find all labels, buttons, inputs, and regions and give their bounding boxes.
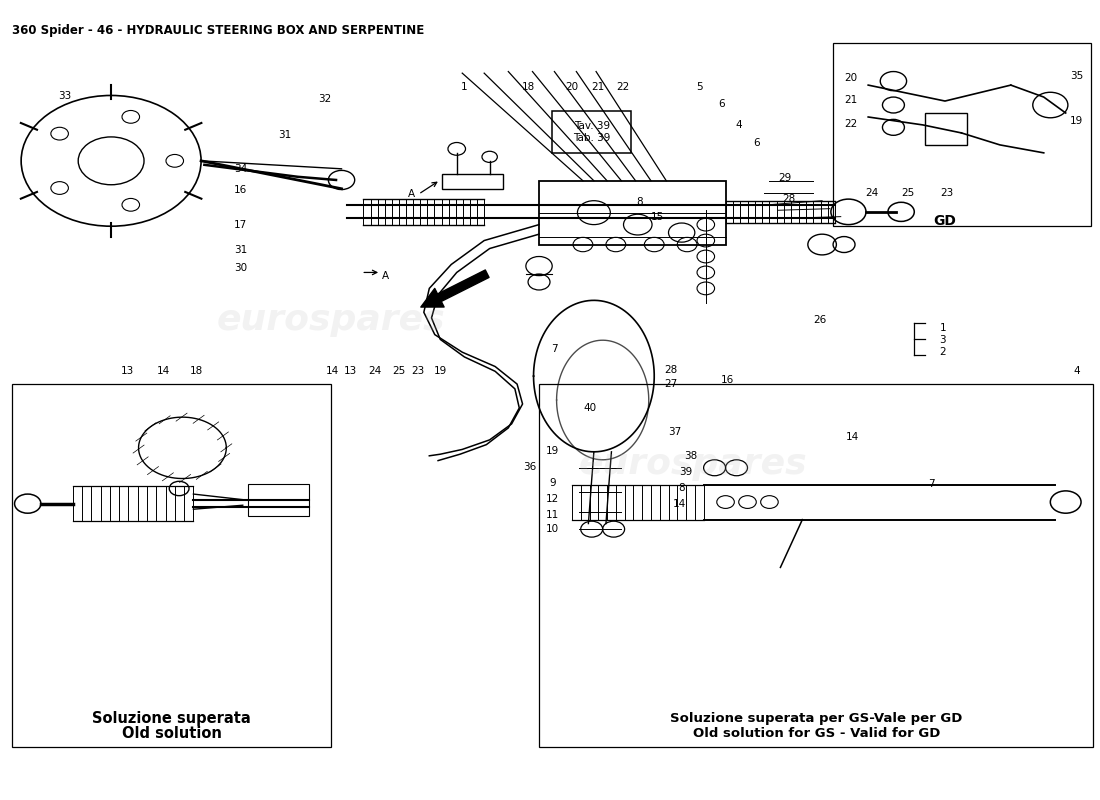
Text: 22: 22 <box>844 119 857 129</box>
Text: 4: 4 <box>736 120 743 130</box>
Text: 14: 14 <box>326 366 340 375</box>
Text: 19: 19 <box>546 446 559 456</box>
Text: 11: 11 <box>546 510 559 520</box>
Text: 37: 37 <box>669 427 682 437</box>
Text: 14: 14 <box>157 366 170 375</box>
Text: 9: 9 <box>549 478 556 488</box>
Text: Soluzione superata per GS-Vale per GD: Soluzione superata per GS-Vale per GD <box>670 712 962 726</box>
Text: 19: 19 <box>1070 116 1084 126</box>
Text: 6: 6 <box>754 138 760 148</box>
Text: 24: 24 <box>367 366 381 375</box>
Text: A: A <box>408 190 416 199</box>
Text: eurospares: eurospares <box>217 303 444 338</box>
Text: 16: 16 <box>722 375 735 385</box>
Text: 16: 16 <box>234 185 248 194</box>
Text: 25: 25 <box>901 188 914 198</box>
Text: 22: 22 <box>616 82 629 92</box>
Text: 20: 20 <box>565 82 579 92</box>
Text: 36: 36 <box>524 462 537 472</box>
Text: 35: 35 <box>1070 71 1084 82</box>
Text: 360 Spider - 46 - HYDRAULIC STEERING BOX AND SERPENTINE: 360 Spider - 46 - HYDRAULIC STEERING BOX… <box>12 24 425 37</box>
Text: 1: 1 <box>939 323 946 334</box>
Text: 15: 15 <box>651 212 664 222</box>
Text: 28: 28 <box>782 194 795 204</box>
Text: 6: 6 <box>718 99 725 110</box>
Text: 8: 8 <box>637 198 644 207</box>
Text: 23: 23 <box>940 188 954 198</box>
Text: 5: 5 <box>696 82 703 92</box>
Text: 31: 31 <box>234 245 248 255</box>
Text: 24: 24 <box>865 188 878 198</box>
Text: 23: 23 <box>411 366 425 375</box>
Text: 18: 18 <box>190 366 204 375</box>
Text: 17: 17 <box>234 220 248 230</box>
Text: 28: 28 <box>664 365 678 374</box>
Text: A: A <box>382 271 389 282</box>
Text: Soluzione superata: Soluzione superata <box>92 711 251 726</box>
Text: Old solution for GS - Valid for GD: Old solution for GS - Valid for GD <box>693 726 940 740</box>
Text: Old solution: Old solution <box>121 726 221 741</box>
Text: 29: 29 <box>778 174 791 183</box>
Text: 2: 2 <box>939 347 946 357</box>
Text: 31: 31 <box>278 130 292 139</box>
Text: 21: 21 <box>592 82 605 92</box>
Text: 10: 10 <box>546 524 559 534</box>
Text: 18: 18 <box>521 82 535 92</box>
Text: 1: 1 <box>461 82 468 92</box>
Text: 27: 27 <box>664 379 678 389</box>
Text: 14: 14 <box>846 433 859 442</box>
Text: 12: 12 <box>546 494 559 504</box>
FancyBboxPatch shape <box>539 181 726 245</box>
Text: 25: 25 <box>392 366 405 375</box>
Text: 13: 13 <box>343 366 356 375</box>
Text: 8: 8 <box>679 482 685 493</box>
Text: 7: 7 <box>551 344 558 354</box>
Text: 21: 21 <box>844 95 857 106</box>
Text: 13: 13 <box>121 366 134 375</box>
Text: GD: GD <box>934 214 956 228</box>
Text: 33: 33 <box>58 91 72 102</box>
Text: 26: 26 <box>813 315 826 326</box>
Text: 30: 30 <box>234 263 248 274</box>
Text: 14: 14 <box>673 498 686 509</box>
Text: 19: 19 <box>433 366 447 375</box>
Text: 20: 20 <box>844 73 857 83</box>
Text: 34: 34 <box>234 164 248 174</box>
Text: 4: 4 <box>1074 366 1080 375</box>
Text: 38: 38 <box>684 451 697 461</box>
Text: Tav. 39
Tab. 39: Tav. 39 Tab. 39 <box>573 122 610 143</box>
Text: 39: 39 <box>680 466 693 477</box>
Text: 3: 3 <box>939 335 946 346</box>
Text: eurospares: eurospares <box>579 446 807 481</box>
Text: 40: 40 <box>583 403 596 413</box>
Text: 32: 32 <box>318 94 332 105</box>
Text: 7: 7 <box>928 478 935 489</box>
